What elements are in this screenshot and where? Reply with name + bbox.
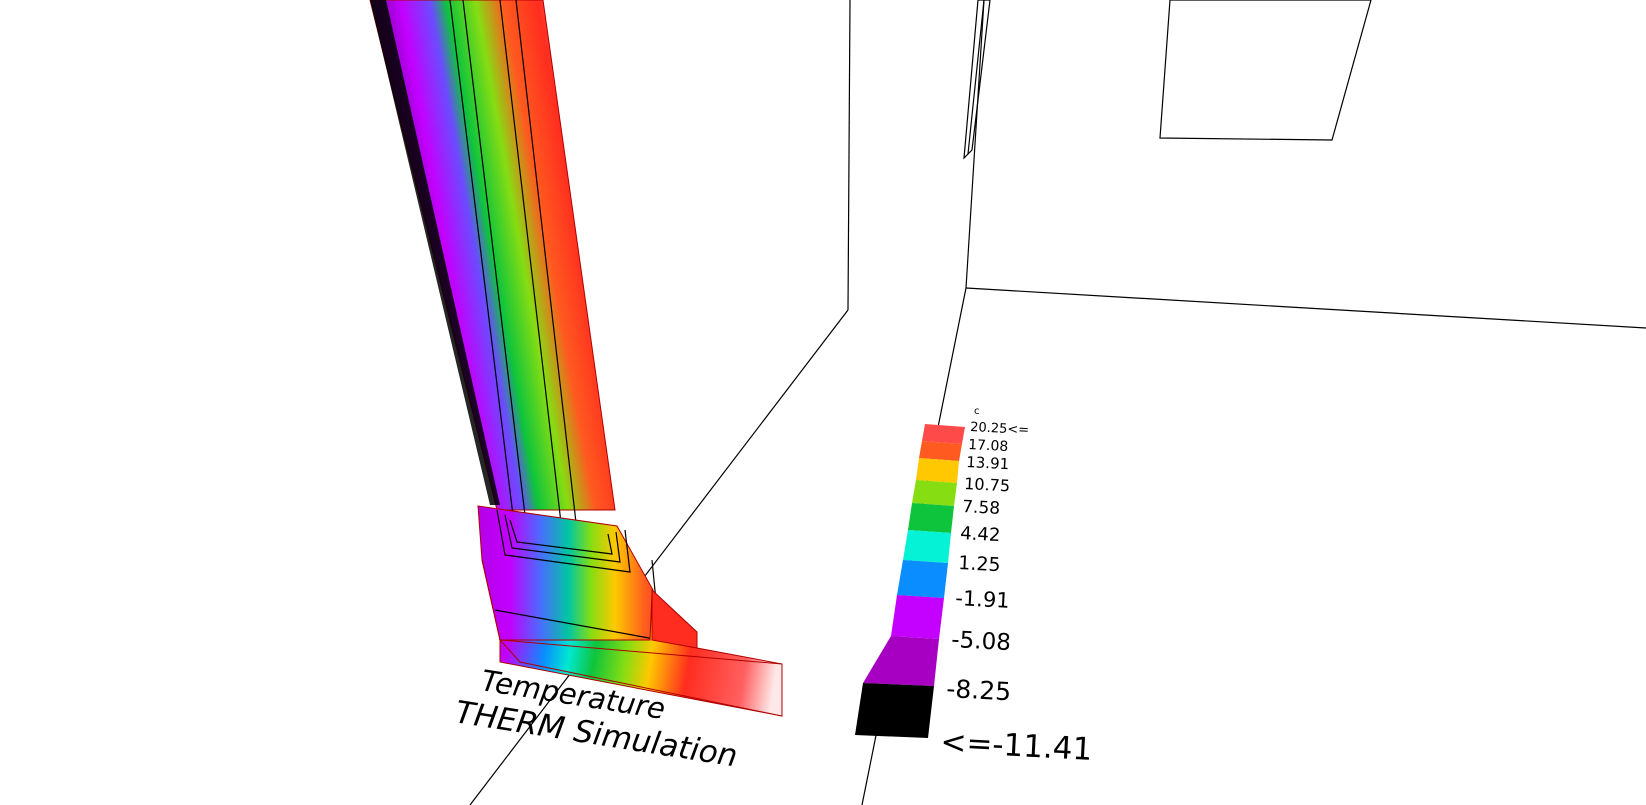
legend-label: 13.91	[966, 453, 1010, 473]
door-frame-outline	[963, 0, 991, 160]
legend-label: -1.91	[955, 586, 1011, 613]
base-temperature-field	[498, 639, 783, 717]
legend-swatch	[903, 530, 951, 563]
legend-label: -8.25	[946, 674, 1012, 706]
glazing-line-2	[462, 0, 529, 541]
legend-swatch	[897, 560, 948, 598]
glazing-line-1	[449, 0, 517, 541]
frame-bottom-line	[494, 609, 661, 641]
glazing-line-3	[499, 0, 564, 541]
glazing-line-4	[515, 0, 579, 541]
temperature-legend	[855, 424, 965, 738]
legend-label: 4.42	[960, 523, 1001, 546]
frame-inner-outline-3	[509, 519, 613, 555]
legend-swatch	[908, 503, 954, 533]
legend-label: 1.25	[958, 552, 1001, 576]
wall-temperature-field	[369, 0, 616, 511]
legend-swatch	[919, 441, 962, 461]
legend-swatch	[922, 424, 965, 444]
legend-swatch	[912, 480, 957, 506]
door-frame-inner-line	[967, 0, 985, 155]
back-wall-corner-line	[965, 0, 985, 289]
floor-diagonal-line	[469, 309, 849, 805]
legend-label: 7.58	[962, 497, 1001, 519]
legend-label: 20.25<=	[970, 420, 1030, 438]
legend-label: <=-11.41	[940, 724, 1094, 768]
back-floor-line	[965, 287, 1646, 329]
flashing-temperature-field	[651, 588, 698, 649]
wall-corner-line	[847, 0, 851, 311]
frame-inner-outline-1	[496, 509, 631, 573]
legend-label: -5.08	[951, 627, 1012, 656]
wall-shadow-edge	[370, 0, 500, 505]
legend-swatch	[916, 458, 959, 483]
frame-inner-outline-2	[504, 514, 621, 563]
legend-unit: c	[974, 406, 980, 417]
legend-swatch	[863, 636, 939, 686]
legend-label: 10.75	[964, 474, 1011, 495]
legend-swatch	[891, 595, 944, 639]
legend-swatch	[855, 683, 934, 738]
window-outline	[1159, 0, 1372, 141]
frame-temperature-field	[477, 505, 654, 641]
legend-label: 17.08	[968, 437, 1009, 455]
thermal-wall-assembly	[369, 0, 783, 717]
